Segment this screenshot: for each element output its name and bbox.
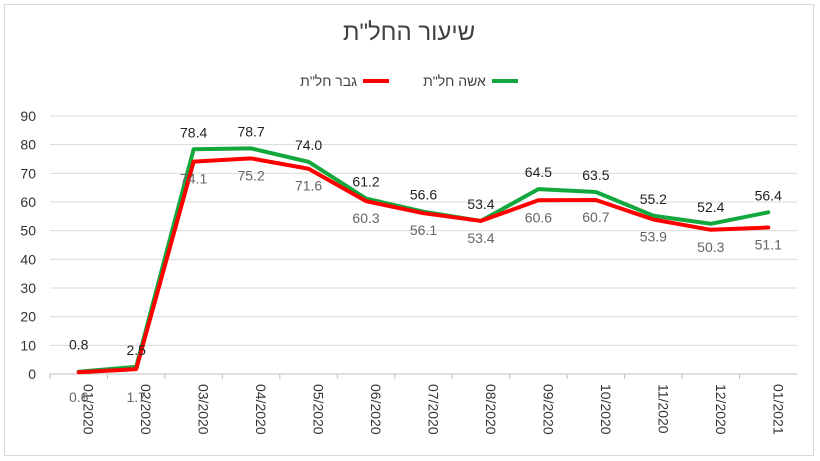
legend-label-men: גבר חל"ת: [300, 73, 358, 89]
y-tick-label: 10: [20, 337, 36, 353]
data-label-men: 56.1: [410, 222, 437, 238]
y-tick-label: 50: [20, 223, 36, 239]
x-tick-label: 03/2020: [196, 384, 212, 435]
y-tick-label: 20: [20, 309, 36, 325]
x-tick-label: 07/2020: [426, 384, 442, 435]
y-tick-label: 40: [20, 251, 36, 267]
x-tick-label: 06/2020: [368, 384, 384, 435]
legend-swatch-women: [491, 79, 518, 83]
y-tick-label: 30: [20, 280, 36, 296]
x-tick-label: 05/2020: [311, 384, 327, 435]
chart-title: שיעור החל"ת: [342, 19, 476, 46]
data-label-men: 75.2: [237, 167, 264, 183]
data-label-women: 64.5: [525, 164, 552, 180]
data-label-women: 78.7: [237, 123, 264, 139]
data-label-men: 50.3: [697, 239, 724, 255]
data-label-women: 55.2: [640, 191, 667, 207]
x-tick-label: 01/2021: [770, 384, 786, 435]
legend-label-women: אשה חל"ת: [423, 73, 486, 89]
data-label-women: 56.4: [755, 187, 782, 203]
data-label-men: 53.9: [640, 228, 667, 244]
y-tick-label: 60: [20, 194, 36, 210]
data-label-men: 60.6: [525, 209, 552, 225]
legend-item-men: גבר חל"ת: [300, 73, 390, 89]
x-tick-label: 10/2020: [598, 384, 614, 435]
data-label-women: 52.4: [697, 199, 724, 215]
data-label-men: 53.4: [467, 230, 494, 246]
data-label-women: 2.5: [126, 342, 146, 358]
data-label-women: 53.4: [467, 196, 494, 212]
x-tick-label: 02/2020: [138, 384, 154, 435]
data-label-women: 0.8: [69, 337, 89, 353]
data-label-men: 51.1: [755, 237, 782, 253]
x-tick-label: 11/2020: [655, 384, 671, 434]
data-label-women: 56.6: [410, 187, 437, 203]
legend: אשה חל"ת גבר חל"ת: [5, 73, 813, 89]
series-line-men: [76, 156, 771, 375]
data-label-men: 71.6: [295, 178, 322, 194]
data-label-men: 60.3: [352, 210, 379, 226]
legend-swatch-men: [363, 79, 390, 83]
chart-frame: שיעור החל"ת אשה חל"ת גבר חל"ת: [4, 4, 814, 456]
data-label-men: 0.6: [69, 389, 89, 405]
data-label-women: 74.0: [295, 137, 322, 153]
x-tick-label: 12/2020: [713, 384, 729, 435]
x-tick-label: 01/2020: [81, 384, 97, 435]
data-label-women: 78.4: [180, 124, 207, 140]
x-tick-label: 04/2020: [253, 384, 269, 435]
data-label-men: 60.7: [582, 209, 609, 225]
y-tick-label: 0: [28, 366, 36, 382]
data-label-women: 61.2: [352, 174, 379, 190]
data-label-men: 1.7: [126, 389, 146, 405]
x-tick-label: 09/2020: [540, 384, 556, 435]
legend-item-women: אשה חל"ת: [423, 73, 518, 89]
x-tick-label: 08/2020: [483, 384, 499, 435]
y-tick-label: 70: [20, 165, 36, 181]
data-label-men: 74.1: [180, 171, 207, 187]
data-label-women: 63.5: [582, 167, 609, 183]
y-tick-label: 90: [20, 108, 36, 124]
y-tick-label: 80: [20, 137, 36, 153]
